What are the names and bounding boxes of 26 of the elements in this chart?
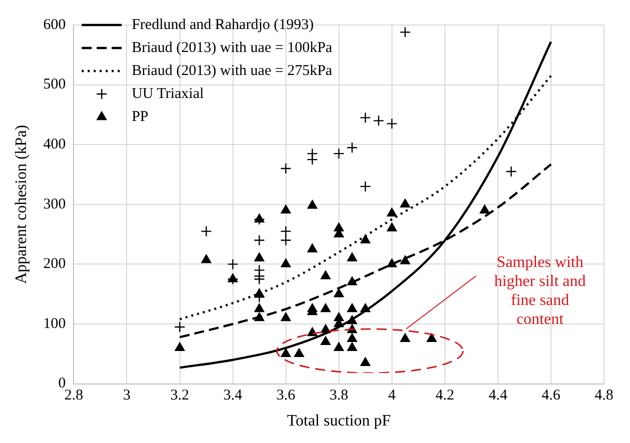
x-tick-label: 4 <box>388 388 396 404</box>
x-tick-label: 3 <box>122 388 130 404</box>
x-tick-label: 2.8 <box>64 388 84 404</box>
x-tick-label: 3.4 <box>223 388 243 404</box>
y-tick-label: 100 <box>43 316 66 332</box>
x-tick-label: 4.6 <box>542 388 561 404</box>
legend-label: Briaud (2013) with uae = 275kPa <box>132 62 333 79</box>
x-tick-label: 3.6 <box>276 388 296 404</box>
y-tick-label: 600 <box>43 16 66 33</box>
y-tick-label: 500 <box>43 76 66 93</box>
y-tick-label: 200 <box>43 256 66 272</box>
legend-label: UU Triaxial <box>132 86 204 102</box>
y-tick-label: 300 <box>43 196 66 212</box>
x-axis-title: Total suction pF <box>286 412 391 430</box>
x-tick-label: 3.2 <box>170 388 190 404</box>
legend-label: Briaud (2013) with uae = 100kPa <box>132 40 333 56</box>
annotation: Samples with higher silt and fine sand content <box>494 254 586 328</box>
legend-label: PP <box>132 108 148 125</box>
legend-label: Fredlund and Rahardjo (1993) <box>132 16 314 33</box>
y-tick-label: 0 <box>58 376 66 392</box>
x-tick-label: 4.8 <box>594 388 614 404</box>
x-tick-label: 4.4 <box>488 388 508 404</box>
y-axis-title: Apparent cohesion (kPa) <box>12 124 30 284</box>
x-tick-label: 4.2 <box>436 388 454 404</box>
x-tick-label: 3.8 <box>329 388 348 404</box>
y-tick-label: 400 <box>43 136 66 153</box>
